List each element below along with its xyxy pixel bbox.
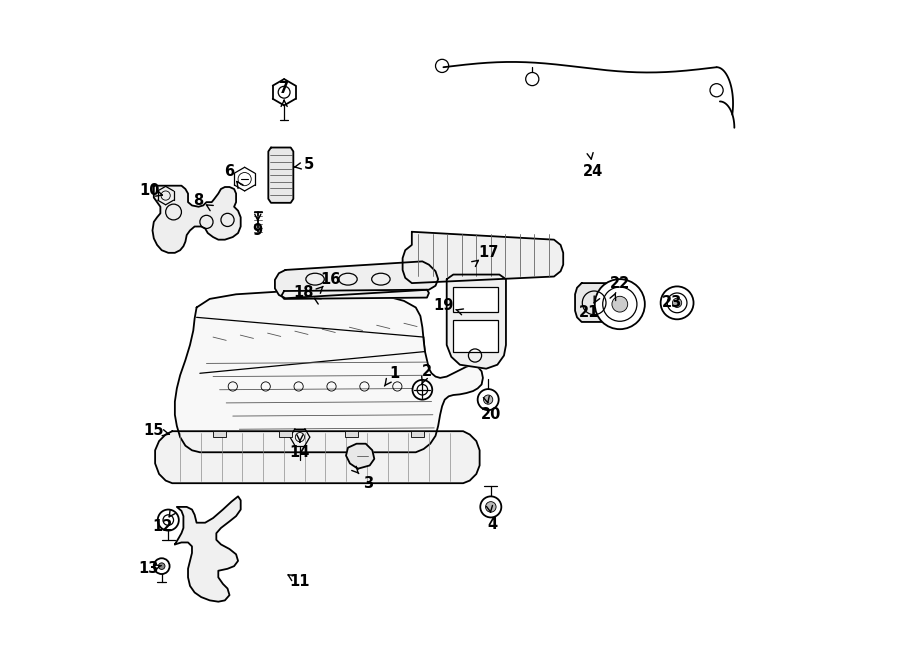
Bar	[410, 430, 424, 437]
Text: 1: 1	[389, 366, 400, 381]
Text: 23: 23	[662, 295, 682, 311]
Bar	[213, 430, 226, 437]
Text: 20: 20	[481, 407, 501, 422]
Circle shape	[661, 286, 694, 319]
Text: 16: 16	[320, 272, 340, 287]
Circle shape	[483, 395, 493, 405]
Text: 24: 24	[583, 164, 604, 178]
Circle shape	[158, 510, 179, 531]
Text: 11: 11	[290, 574, 310, 590]
Text: 3: 3	[363, 476, 373, 490]
Polygon shape	[274, 261, 438, 298]
Text: 18: 18	[293, 285, 314, 300]
Text: 22: 22	[609, 276, 630, 291]
Text: 7: 7	[279, 81, 289, 96]
Polygon shape	[268, 147, 293, 203]
Text: 6: 6	[224, 164, 235, 178]
Bar	[454, 320, 498, 352]
Text: 13: 13	[139, 561, 158, 576]
Text: 8: 8	[194, 192, 203, 208]
Polygon shape	[175, 496, 240, 602]
Text: 5: 5	[303, 157, 313, 172]
Polygon shape	[152, 186, 240, 253]
Circle shape	[485, 502, 496, 512]
Bar	[345, 430, 358, 437]
Text: 15: 15	[143, 423, 164, 438]
Text: 14: 14	[290, 445, 310, 460]
Text: 2: 2	[422, 364, 432, 379]
Bar	[279, 430, 292, 437]
Text: 4: 4	[488, 517, 498, 532]
Text: 12: 12	[152, 519, 173, 534]
Circle shape	[672, 298, 681, 307]
Polygon shape	[155, 431, 480, 483]
Circle shape	[158, 563, 165, 569]
Circle shape	[412, 380, 432, 400]
Bar	[454, 287, 498, 312]
Text: 21: 21	[580, 305, 599, 319]
Text: 9: 9	[253, 223, 263, 238]
Text: 19: 19	[433, 298, 454, 313]
Text: 17: 17	[478, 245, 499, 260]
Polygon shape	[282, 290, 429, 299]
Polygon shape	[346, 444, 374, 469]
Polygon shape	[402, 232, 563, 283]
Polygon shape	[575, 283, 613, 322]
Text: 10: 10	[139, 184, 159, 198]
Circle shape	[612, 296, 627, 312]
Polygon shape	[446, 274, 506, 369]
Polygon shape	[175, 291, 483, 452]
Circle shape	[595, 279, 644, 329]
